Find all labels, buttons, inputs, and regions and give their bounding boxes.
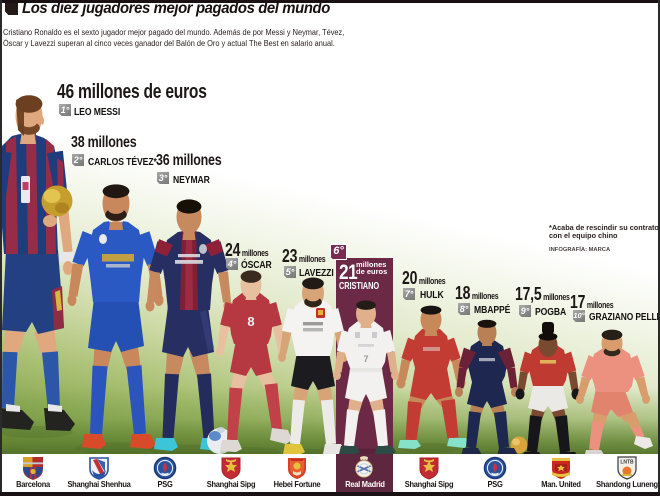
svg-text:7: 7: [363, 354, 368, 364]
svg-text:8: 8: [247, 314, 254, 329]
